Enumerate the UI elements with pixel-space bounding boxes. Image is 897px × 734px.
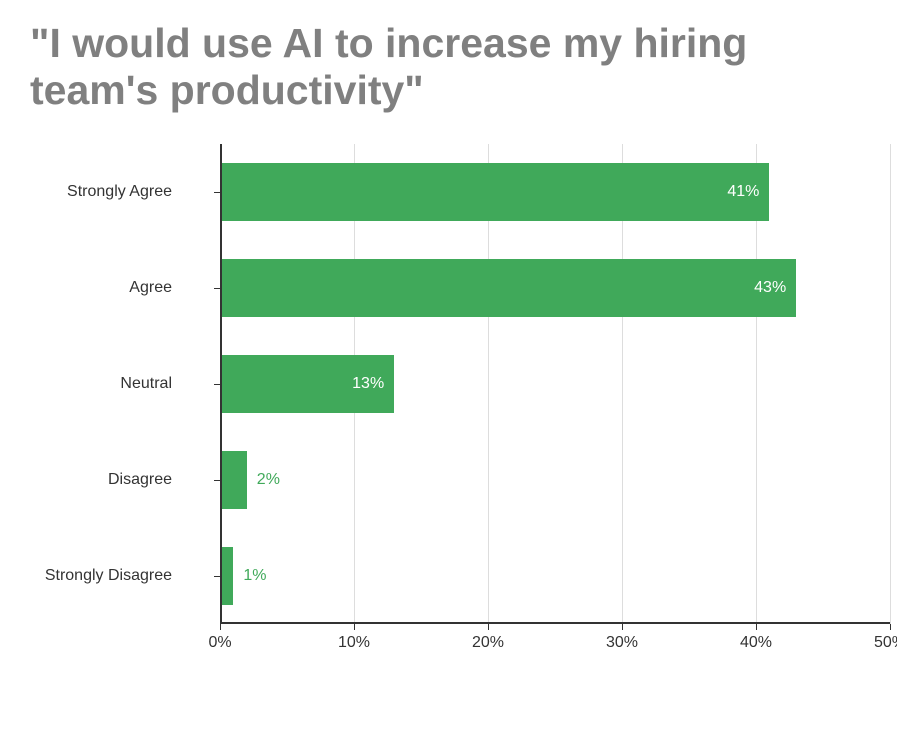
category-label: Disagree — [108, 471, 172, 489]
bar-value-label: 43% — [754, 279, 786, 297]
category-label: Agree — [129, 279, 172, 297]
gridline — [890, 144, 891, 624]
chart-area: 41%Strongly Agree43%Agree13%Neutral2%Dis… — [190, 144, 827, 674]
x-tick — [354, 624, 355, 630]
category-label: Strongly Agree — [67, 183, 172, 201]
x-tick — [622, 624, 623, 630]
x-tick-label: 30% — [606, 634, 638, 652]
bar-value-label: 41% — [727, 183, 759, 201]
x-tick-label: 10% — [338, 634, 370, 652]
bar-value-label: 1% — [243, 567, 266, 585]
x-tick-label: 40% — [740, 634, 772, 652]
x-tick — [488, 624, 489, 630]
bar — [220, 259, 796, 317]
bar-value-label: 2% — [257, 471, 280, 489]
bar — [220, 547, 233, 605]
x-tick-label: 20% — [472, 634, 504, 652]
category-label: Strongly Disagree — [45, 567, 172, 585]
x-tick — [890, 624, 891, 630]
bar — [220, 451, 247, 509]
y-axis — [220, 144, 222, 624]
x-tick-label: 0% — [208, 634, 231, 652]
x-tick — [220, 624, 221, 630]
bar-value-label: 13% — [352, 375, 384, 393]
bar — [220, 163, 769, 221]
plot-region: 41%Strongly Agree43%Agree13%Neutral2%Dis… — [220, 144, 890, 624]
category-label: Neutral — [120, 375, 172, 393]
x-tick — [756, 624, 757, 630]
chart-title: "I would use AI to increase my hiring te… — [30, 20, 867, 114]
x-tick-label: 50% — [874, 634, 897, 652]
x-axis — [220, 622, 890, 624]
